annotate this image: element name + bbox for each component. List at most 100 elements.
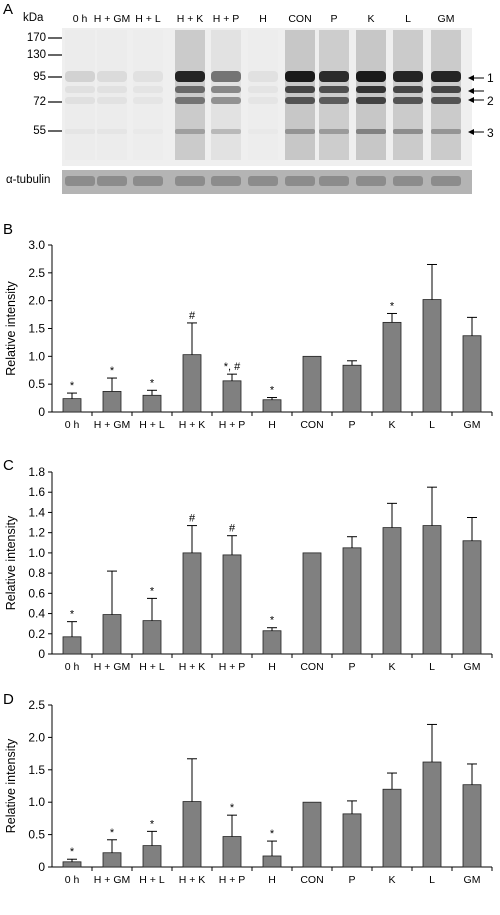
bar xyxy=(302,801,322,868)
mw-marker-170: 170 xyxy=(26,32,46,44)
x-tick-label: H xyxy=(268,661,276,670)
tubulin-band xyxy=(431,176,461,186)
lane-label: H + K xyxy=(176,13,204,25)
y-tick-label: 0.5 xyxy=(28,828,45,842)
band-label-2: 2 xyxy=(487,94,494,108)
mw-marker-95: 95 xyxy=(33,71,46,83)
y-tick-label: 1.0 xyxy=(28,546,45,560)
tubulin-band xyxy=(393,176,423,186)
tubulin-band xyxy=(65,176,95,186)
x-tick-label: CON xyxy=(300,874,323,886)
x-tick-label: H + GM xyxy=(94,419,130,428)
band-1 xyxy=(319,71,349,82)
band-2-arrow-lower-head xyxy=(468,97,474,103)
y-tick-label: 0.2 xyxy=(28,627,45,641)
band-1 xyxy=(211,71,241,82)
lane-smear xyxy=(65,30,95,160)
bar xyxy=(462,784,482,868)
band-1 xyxy=(285,71,315,82)
mw-marker-55: 55 xyxy=(33,125,46,137)
y-tick-label: 2.5 xyxy=(28,698,45,712)
significance-mark: * xyxy=(150,585,155,597)
significance-mark: # xyxy=(229,523,236,535)
lane-smear xyxy=(133,30,163,160)
tubulin-band xyxy=(133,176,163,186)
bar xyxy=(142,620,162,655)
y-tick-label: 1.6 xyxy=(28,485,45,499)
band-3 xyxy=(248,129,278,134)
x-tick-label: H xyxy=(268,874,276,886)
x-tick-label: P xyxy=(348,874,355,886)
band-2-lower xyxy=(393,97,423,104)
kda-unit-label: kDa xyxy=(23,12,44,24)
significance-mark: * xyxy=(70,609,75,621)
y-tick-label: 0.6 xyxy=(28,586,45,600)
panel-letter-c: C xyxy=(3,457,14,474)
band-2-lower xyxy=(65,97,95,104)
band-2-lower xyxy=(97,97,127,104)
tubulin-band xyxy=(211,176,241,186)
y-tick-label: 1.2 xyxy=(28,526,45,540)
significance-mark: # xyxy=(189,513,196,525)
band-3 xyxy=(211,129,241,134)
x-tick-label: K xyxy=(388,661,395,670)
lane-smear xyxy=(175,30,205,160)
band-2-upper xyxy=(393,86,423,93)
bar xyxy=(142,394,162,413)
y-tick-label: 1.8 xyxy=(28,465,45,479)
bar xyxy=(62,861,82,868)
lane-label: 0 h xyxy=(72,13,88,25)
bar xyxy=(102,391,122,413)
x-tick-label: P xyxy=(348,661,355,670)
lane-smear xyxy=(356,30,386,160)
bar xyxy=(222,380,242,413)
x-tick-label: H + GM xyxy=(94,874,130,886)
lane-label: H + P xyxy=(212,13,240,25)
band-2-arrow-upper-head xyxy=(468,88,474,94)
y-tick-label: 1.0 xyxy=(28,349,45,363)
significance-mark: * xyxy=(70,846,75,858)
x-tick-label: CON xyxy=(300,661,323,670)
y-tick-label: 2.5 xyxy=(28,266,45,280)
bar xyxy=(62,398,82,413)
bar xyxy=(462,335,482,413)
significance-mark: *, # xyxy=(224,361,241,373)
band-1 xyxy=(175,71,205,82)
band-3 xyxy=(175,129,205,134)
bar xyxy=(422,525,442,655)
tubulin-band xyxy=(175,176,205,186)
band-1-arrow-head xyxy=(468,75,474,81)
bar xyxy=(182,354,202,413)
mw-marker-72: 72 xyxy=(33,96,46,108)
x-tick-label: H + P xyxy=(219,661,246,670)
band-3 xyxy=(133,129,163,134)
x-tick-label: H + K xyxy=(179,419,206,428)
x-tick-label: K xyxy=(388,874,395,886)
y-tick-label: 0 xyxy=(38,405,45,419)
significance-mark: * xyxy=(390,300,395,312)
lane-smear xyxy=(431,30,461,160)
y-tick-label: 1.4 xyxy=(28,505,45,519)
tubulin-band xyxy=(319,176,349,186)
bar xyxy=(62,636,82,655)
bar xyxy=(462,540,482,655)
band-1 xyxy=(65,71,95,82)
band-2-upper xyxy=(356,86,386,93)
bar xyxy=(302,355,322,413)
band-1 xyxy=(393,71,423,82)
y-tick-label: 3.0 xyxy=(28,238,45,252)
band-label-3: 3 xyxy=(487,126,494,140)
x-tick-label: 0 h xyxy=(65,874,80,886)
significance-mark: * xyxy=(110,365,115,377)
tubulin-band xyxy=(248,176,278,186)
bar xyxy=(182,552,202,655)
band-2-lower xyxy=(248,97,278,104)
band-2-lower xyxy=(175,97,205,104)
x-tick-label: GM xyxy=(464,661,481,670)
x-tick-label: L xyxy=(429,874,435,886)
band-1 xyxy=(97,71,127,82)
y-tick-label: 1.5 xyxy=(28,322,45,336)
lane-label: K xyxy=(367,13,375,25)
band-2-lower xyxy=(285,97,315,104)
bar xyxy=(382,788,402,868)
